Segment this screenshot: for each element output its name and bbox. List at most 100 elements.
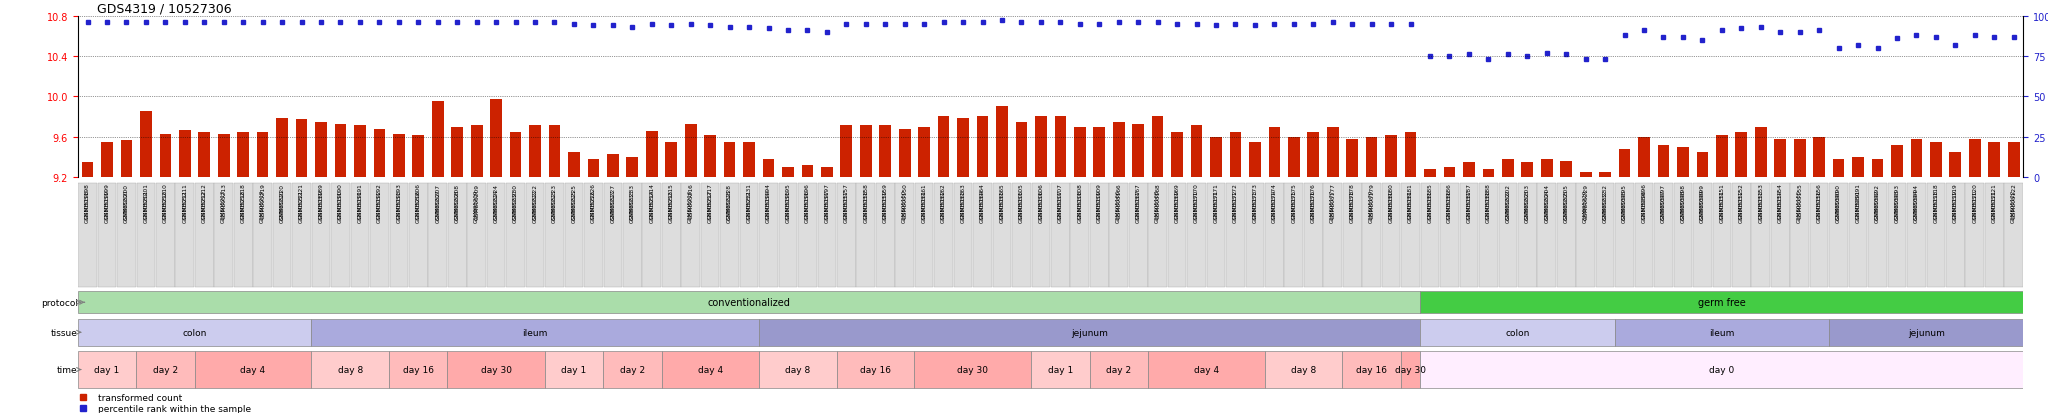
Text: jejunum: jejunum (1071, 328, 1108, 337)
Bar (1716, 135, 1729, 178)
Bar (1812, 138, 1825, 178)
Bar (1268, 127, 1280, 178)
Text: GSM805210: GSM805210 (164, 189, 168, 222)
Bar (1419, 351, 2023, 388)
Text: GSM805209: GSM805209 (475, 189, 479, 222)
Bar (412, 135, 424, 178)
Text: day 2: day 2 (1106, 365, 1130, 374)
Text: GSM805222: GSM805222 (532, 189, 537, 222)
Bar (195, 351, 311, 388)
Bar (1968, 139, 1980, 178)
Bar (1133, 124, 1145, 178)
FancyBboxPatch shape (1655, 183, 1673, 287)
Bar (199, 132, 211, 178)
Text: GSM805213: GSM805213 (221, 183, 225, 219)
Bar (666, 142, 678, 178)
FancyBboxPatch shape (1868, 183, 1886, 287)
Text: GSM805187: GSM805187 (1466, 183, 1470, 219)
FancyBboxPatch shape (682, 183, 700, 287)
Text: germ free: germ free (1698, 297, 1745, 308)
Bar (743, 142, 756, 178)
Text: GSM805153: GSM805153 (1759, 183, 1763, 219)
Bar (645, 131, 657, 178)
Text: GSM805109: GSM805109 (1098, 189, 1102, 222)
FancyBboxPatch shape (78, 183, 96, 287)
Bar (1030, 351, 1090, 388)
FancyBboxPatch shape (1343, 183, 1362, 287)
Bar (1343, 351, 1401, 388)
Text: GSM805150: GSM805150 (903, 183, 907, 219)
Bar (1016, 122, 1028, 178)
FancyBboxPatch shape (973, 183, 991, 287)
Bar (1401, 351, 1419, 388)
Text: GSM805180: GSM805180 (1389, 189, 1393, 222)
Bar (723, 142, 735, 178)
FancyBboxPatch shape (545, 183, 563, 287)
Text: GSM805233: GSM805233 (631, 189, 635, 222)
Text: GSM805227: GSM805227 (610, 183, 614, 219)
Text: colon: colon (182, 328, 207, 337)
FancyBboxPatch shape (1051, 183, 1069, 287)
Text: GSM805120: GSM805120 (1972, 189, 1976, 222)
Text: GSM805153: GSM805153 (1759, 189, 1763, 222)
Bar (602, 351, 662, 388)
Bar (1501, 159, 1513, 178)
Text: GSM805189: GSM805189 (319, 183, 324, 219)
Text: GSM805229: GSM805229 (1583, 183, 1587, 219)
FancyBboxPatch shape (1966, 183, 1985, 287)
Bar (1384, 135, 1397, 178)
Text: GSM805120: GSM805120 (1972, 183, 1976, 219)
Bar (684, 124, 696, 178)
Text: GSM805225: GSM805225 (571, 189, 575, 222)
Bar (1540, 159, 1552, 178)
Text: day 8: day 8 (1290, 365, 1317, 374)
Bar (354, 125, 367, 178)
FancyBboxPatch shape (195, 183, 213, 287)
Text: GSM805197: GSM805197 (825, 183, 829, 219)
Bar (627, 157, 639, 178)
Text: GSM805198: GSM805198 (86, 189, 90, 222)
Bar (1055, 117, 1067, 178)
Text: GSM805175: GSM805175 (1292, 189, 1296, 222)
Bar (1696, 152, 1708, 178)
Text: GSM805119: GSM805119 (1954, 189, 1958, 222)
Bar (918, 127, 930, 178)
FancyBboxPatch shape (526, 183, 545, 287)
Text: GSM805174: GSM805174 (1272, 189, 1276, 222)
Text: GSM805168: GSM805168 (1155, 183, 1159, 219)
Text: GSM805195: GSM805195 (786, 189, 791, 222)
Text: GSM805091: GSM805091 (1855, 183, 1860, 219)
Text: day 16: day 16 (403, 365, 434, 374)
Text: GSM805203: GSM805203 (1526, 189, 1530, 222)
Text: GSM805097: GSM805097 (1661, 189, 1665, 222)
FancyBboxPatch shape (838, 183, 856, 287)
Text: day 1: day 1 (561, 365, 586, 374)
FancyBboxPatch shape (934, 183, 952, 287)
Text: GSM805226: GSM805226 (592, 189, 596, 222)
Text: GSM805176: GSM805176 (1311, 183, 1315, 219)
FancyBboxPatch shape (739, 183, 758, 287)
Text: GSM805217: GSM805217 (709, 189, 713, 222)
Bar (1151, 117, 1163, 178)
Text: GSM805176: GSM805176 (1311, 189, 1315, 222)
Text: GSM805171: GSM805171 (1214, 189, 1219, 222)
FancyBboxPatch shape (233, 183, 252, 287)
Text: day 30: day 30 (481, 365, 512, 374)
Text: GSM805228: GSM805228 (727, 183, 731, 219)
Text: GSM805097: GSM805097 (1661, 183, 1665, 219)
Text: GSM805177: GSM805177 (1331, 183, 1335, 219)
FancyBboxPatch shape (1090, 183, 1108, 287)
FancyBboxPatch shape (1401, 183, 1419, 287)
FancyBboxPatch shape (311, 183, 330, 287)
Bar (977, 117, 989, 178)
FancyBboxPatch shape (1751, 183, 1769, 287)
FancyBboxPatch shape (1616, 183, 1634, 287)
FancyBboxPatch shape (1634, 183, 1653, 287)
Bar (100, 142, 113, 178)
Text: GSM805214: GSM805214 (649, 183, 653, 219)
FancyBboxPatch shape (1538, 183, 1556, 287)
Text: GSM805122: GSM805122 (2011, 189, 2015, 222)
Bar (860, 125, 872, 178)
FancyBboxPatch shape (389, 183, 408, 287)
Bar (334, 124, 346, 178)
